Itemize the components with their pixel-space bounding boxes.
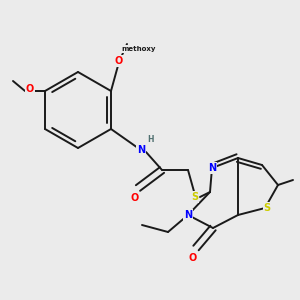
Text: O: O [131, 193, 139, 203]
Text: O: O [189, 253, 197, 263]
Text: S: S [263, 203, 271, 213]
Text: methoxy: methoxy [122, 46, 156, 52]
Text: N: N [184, 210, 192, 220]
Text: O: O [26, 84, 34, 94]
Text: H: H [148, 136, 154, 145]
Text: S: S [191, 192, 199, 202]
Text: N: N [208, 163, 216, 173]
Text: N: N [137, 145, 145, 155]
Text: O: O [115, 56, 123, 66]
